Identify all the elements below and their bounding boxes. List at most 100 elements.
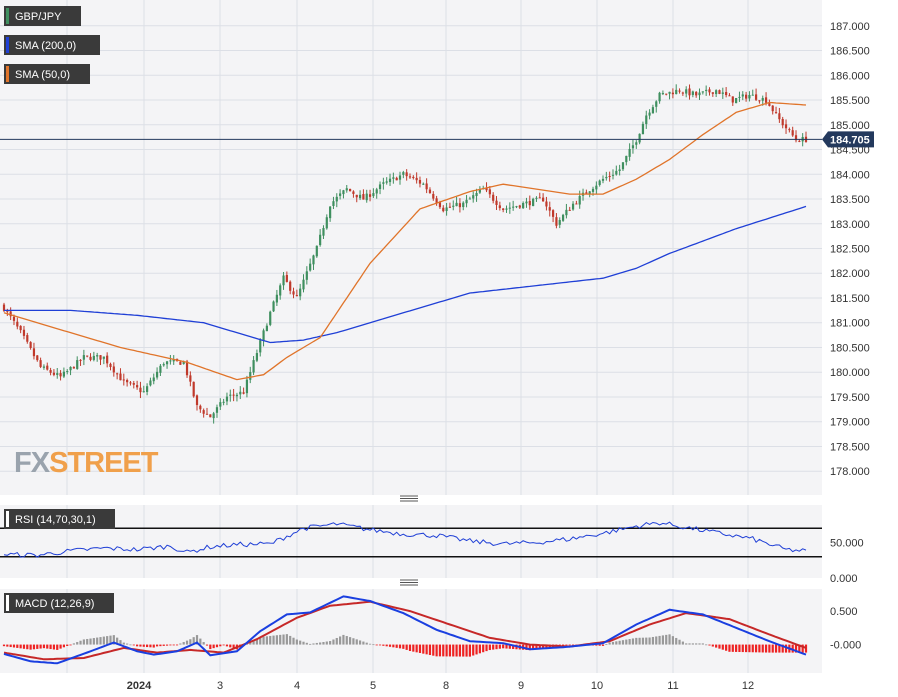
- candle: [545, 196, 548, 211]
- candle: [731, 96, 734, 106]
- sma-200-line: [4, 205, 807, 344]
- candle: [784, 119, 788, 134]
- candle: [568, 206, 571, 211]
- candle: [398, 171, 402, 185]
- macd-histogram-bar: [442, 644, 445, 657]
- candle: [408, 173, 412, 179]
- candle-body: [66, 371, 69, 373]
- candle: [305, 266, 308, 285]
- candle: [618, 164, 621, 176]
- candle-body: [455, 202, 458, 207]
- candle: [275, 289, 278, 306]
- macd-histogram-bar: [309, 643, 312, 645]
- macd-histogram-bar: [784, 644, 788, 653]
- candle-body: [488, 189, 491, 195]
- candle: [269, 310, 272, 327]
- candle: [718, 89, 721, 95]
- candle: [475, 188, 478, 202]
- macd-histogram-bar: [735, 644, 738, 652]
- candle: [89, 353, 92, 362]
- macd-histogram-bar: [492, 644, 495, 650]
- macd-panel-background: [0, 589, 822, 673]
- macd-histogram-bar: [425, 644, 428, 655]
- legend-swatch: [6, 595, 9, 611]
- candle: [741, 91, 744, 101]
- macd-histogram-bar: [625, 639, 628, 645]
- macd-histogram-bar: [106, 636, 109, 645]
- candle-body: [701, 91, 704, 93]
- macd-histogram-bar: [601, 644, 605, 646]
- macd-histogram-bar: [86, 638, 89, 645]
- candle: [754, 88, 758, 101]
- macd-histogram-bar: [49, 644, 52, 650]
- legend-item: GBP/JPY: [4, 6, 81, 26]
- candle-body: [325, 217, 328, 229]
- candle-body: [162, 364, 165, 366]
- macd-histogram-bar: [455, 644, 458, 657]
- candle-body: [49, 370, 52, 373]
- macd-histogram-bar: [638, 637, 641, 645]
- macd-histogram-bar: [502, 644, 505, 649]
- macd-histogram-bar: [122, 642, 125, 645]
- candle-body: [452, 205, 455, 207]
- candle-body: [96, 355, 99, 357]
- macd-histogram-bar: [109, 635, 112, 645]
- candle: [512, 200, 515, 211]
- rsi-panel-resize-handle[interactable]: [400, 495, 418, 502]
- macd-histogram-bar: [169, 644, 172, 646]
- macd-y-tick-label: -0.000: [830, 640, 861, 652]
- candle-body: [139, 387, 142, 393]
- candle: [781, 116, 784, 129]
- candle-body: [392, 177, 395, 179]
- candle-body: [472, 195, 475, 199]
- candle: [728, 93, 731, 97]
- candle-body: [329, 206, 332, 219]
- candle-body: [365, 193, 368, 201]
- candle: [492, 192, 495, 204]
- candle: [272, 300, 275, 312]
- x-tick-label: 4: [294, 680, 300, 692]
- candle: [798, 139, 801, 143]
- price-y-tick-label: 179.000: [830, 417, 870, 429]
- candle: [611, 169, 615, 180]
- candle: [162, 362, 165, 367]
- candle: [362, 189, 365, 200]
- candle-body: [312, 255, 315, 265]
- candle: [82, 349, 85, 366]
- candle: [378, 181, 382, 195]
- macd-histogram-bar: [778, 644, 781, 653]
- macd-histogram-bar: [212, 644, 215, 649]
- candle-body: [468, 198, 471, 200]
- candle: [645, 110, 648, 129]
- legend-item: RSI (14,70,30,1): [4, 509, 115, 529]
- candle: [106, 352, 109, 368]
- candle: [199, 404, 202, 413]
- candle: [16, 317, 19, 330]
- candle-body: [638, 133, 641, 143]
- candle: [655, 100, 658, 113]
- candle-body: [542, 197, 545, 202]
- candle-body: [418, 179, 422, 184]
- candle: [678, 88, 681, 94]
- macd-histogram-bar: [402, 644, 405, 649]
- candle: [665, 93, 668, 96]
- candle-body: [422, 183, 425, 185]
- candle-body: [502, 208, 505, 210]
- price-y-tick-label: 186.000: [830, 70, 870, 82]
- macd-histogram-bar: [388, 644, 392, 647]
- macd-histogram-bar: [695, 643, 698, 645]
- candle-body: [651, 107, 655, 114]
- candle: [222, 398, 225, 406]
- macd-panel-resize-handle[interactable]: [400, 579, 418, 586]
- candle-body: [152, 377, 155, 382]
- macd-histogram-bar: [698, 643, 701, 645]
- candle-body: [458, 203, 462, 208]
- legend-label: SMA (50,0): [15, 69, 70, 81]
- candle-body: [46, 365, 49, 370]
- candle: [448, 202, 452, 209]
- candle: [282, 271, 285, 290]
- macd-histogram-bar: [302, 641, 305, 645]
- candle-body: [262, 330, 265, 341]
- price-y-tick-label: 181.000: [830, 318, 870, 330]
- macd-histogram-bar: [19, 644, 22, 649]
